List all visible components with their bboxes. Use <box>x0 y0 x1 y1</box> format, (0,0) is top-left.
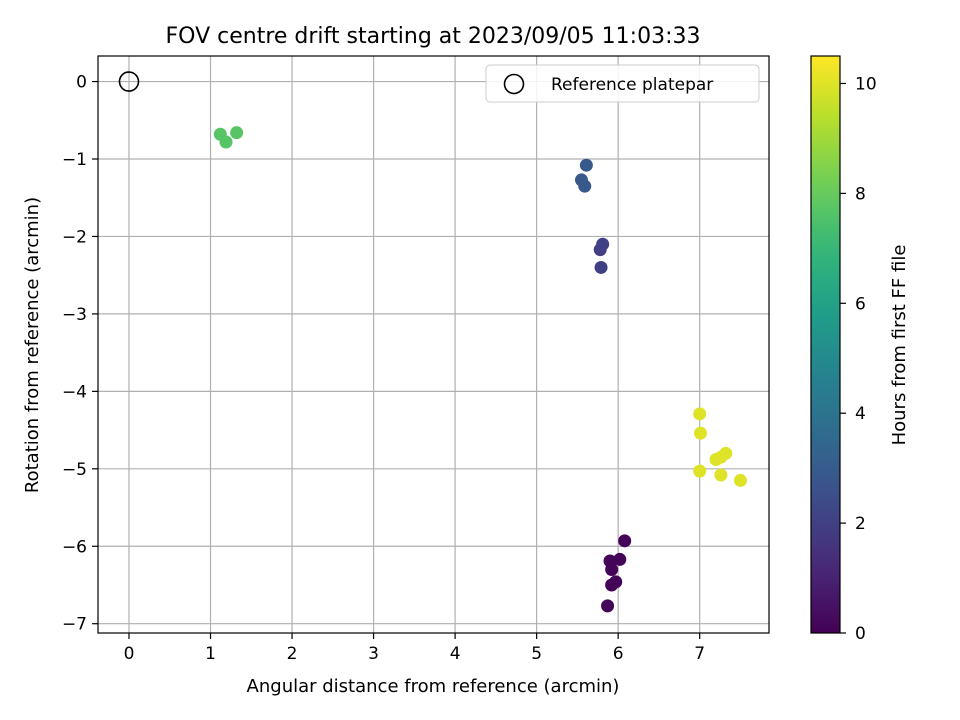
colorbar-tick-label: 4 <box>855 404 866 424</box>
x-tick-label: 2 <box>287 644 298 664</box>
data-point <box>605 578 619 592</box>
data-point <box>605 562 619 576</box>
legend-box <box>485 64 760 103</box>
data-point <box>578 179 592 193</box>
colorbar-tick-label: 10 <box>855 74 877 94</box>
y-tick-label: −3 <box>62 305 87 325</box>
y-tick-label: −5 <box>62 460 87 480</box>
colorbar-tick-label: 6 <box>855 294 866 314</box>
data-point <box>694 426 708 440</box>
reference-point-marker <box>118 71 140 92</box>
legend-label: Reference platepar <box>551 75 713 95</box>
data-point <box>613 552 627 566</box>
x-axis-label: Angular distance from reference (arcmin) <box>247 676 620 697</box>
colorbar-bar <box>810 55 841 634</box>
x-tick-label: 5 <box>531 644 542 664</box>
x-tick-label: 0 <box>124 644 135 664</box>
x-tick-label: 4 <box>450 644 461 664</box>
data-point <box>601 599 615 613</box>
data-point <box>593 243 607 257</box>
legend: Reference platepar <box>485 64 760 103</box>
data-point <box>693 464 707 478</box>
x-tick-label: 1 <box>205 644 216 664</box>
colorbar-tick-label: 2 <box>855 514 866 534</box>
legend-marker <box>503 73 525 95</box>
x-tick-label: 6 <box>613 644 624 664</box>
y-tick-label: −7 <box>62 615 87 635</box>
grid <box>98 56 769 633</box>
data-point <box>579 158 593 172</box>
y-tick-label: 0 <box>76 73 87 93</box>
data-point <box>709 453 723 467</box>
colorbar-tick-label: 0 <box>855 624 866 644</box>
y-axis-label: Rotation from reference (arcmin) <box>22 197 43 493</box>
data-point <box>230 126 244 140</box>
y-tick-label: −4 <box>62 382 87 402</box>
colorbar: 0 2 4 6 8 10 <box>810 55 877 644</box>
data-point <box>714 468 728 482</box>
data-point <box>618 534 632 548</box>
y-tick-label: −6 <box>62 537 87 557</box>
plot-frame <box>97 55 770 634</box>
colorbar-tick-label: 8 <box>855 184 866 204</box>
y-tick-label: −2 <box>62 227 87 247</box>
chart-title: FOV centre drift starting at 2023/09/05 … <box>166 24 701 49</box>
x-tick-label: 7 <box>694 644 705 664</box>
data-points <box>118 71 747 613</box>
y-tick-label: −1 <box>62 150 87 170</box>
axes: 0 1 2 3 4 5 6 7 0 −1 −2 −3 −4 −5 −6 −7 <box>62 55 770 664</box>
data-point <box>693 407 707 421</box>
data-point <box>733 473 747 487</box>
data-point <box>594 260 608 274</box>
data-point <box>219 135 233 149</box>
x-tick-label: 3 <box>368 644 379 664</box>
colorbar-label: Hours from first FF file <box>889 245 910 446</box>
